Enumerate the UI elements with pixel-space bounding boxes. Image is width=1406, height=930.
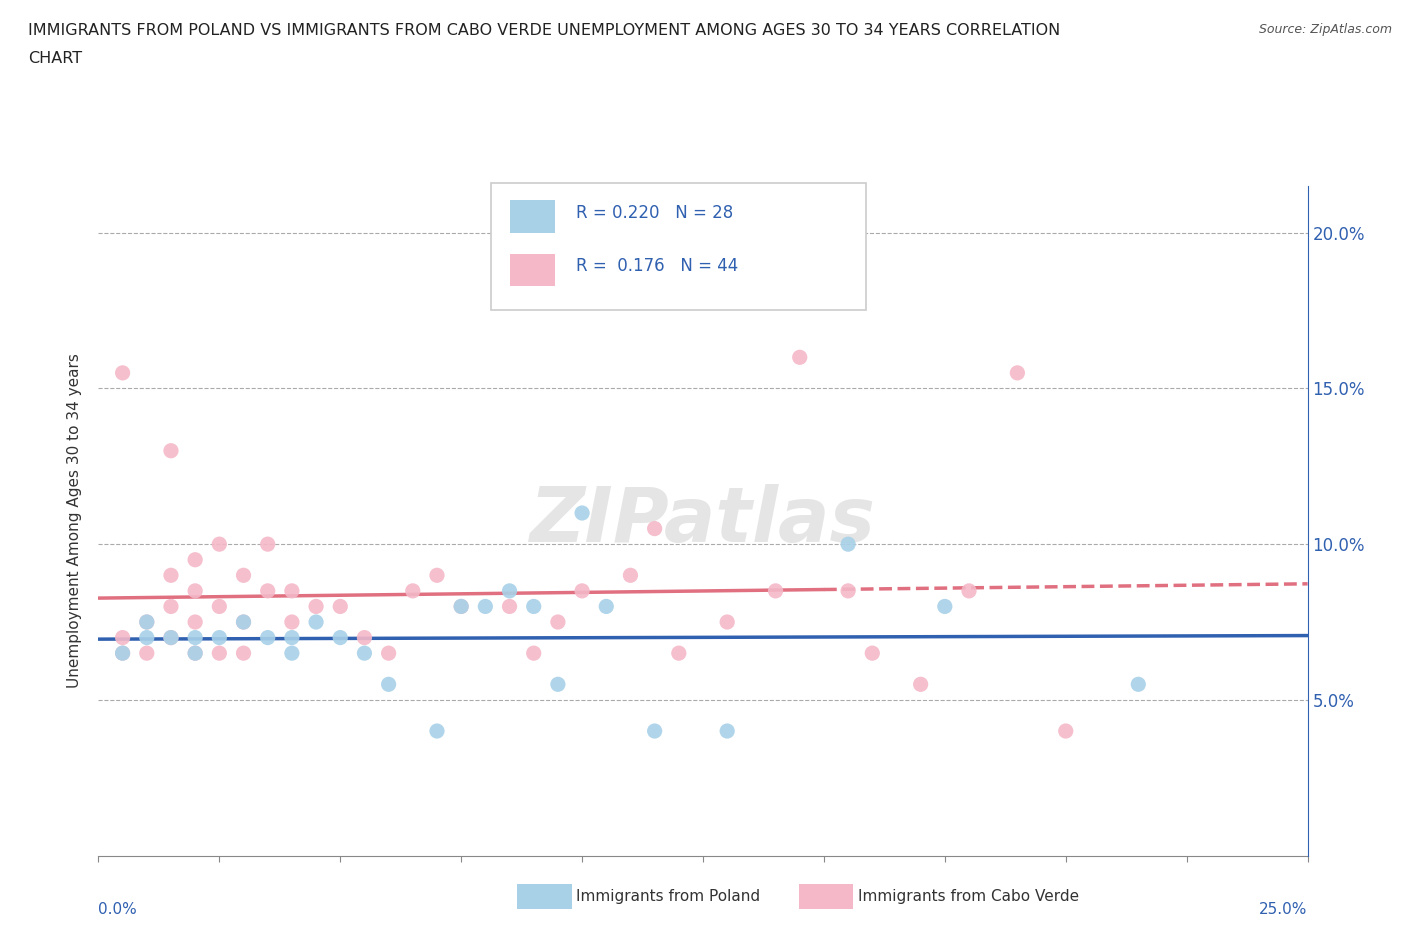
Point (450, 599, 472, 614)
Point (474, 599, 496, 614)
Point (208, 631, 231, 645)
Point (957, 583, 980, 598)
Point (1007, 365, 1029, 380)
Point (377, 645, 399, 660)
Point (256, 583, 278, 598)
Point (910, 677, 932, 692)
Point (208, 599, 231, 614)
Point (716, 615, 738, 630)
Point (426, 568, 449, 583)
Point (160, 599, 183, 614)
Point (716, 724, 738, 738)
Point (281, 615, 304, 630)
Point (668, 645, 690, 660)
Point (281, 645, 304, 660)
Point (281, 583, 304, 598)
Text: Immigrants from Cabo Verde: Immigrants from Cabo Verde (858, 889, 1078, 904)
Point (860, 645, 883, 660)
Text: Immigrants from Poland: Immigrants from Poland (576, 889, 761, 904)
Point (135, 645, 157, 660)
Point (232, 568, 254, 583)
Point (523, 645, 546, 660)
Point (644, 724, 666, 738)
Point (111, 645, 134, 660)
Point (837, 537, 859, 551)
Text: 0.0%: 0.0% (98, 902, 138, 918)
Point (160, 631, 183, 645)
FancyBboxPatch shape (509, 254, 555, 286)
Point (547, 615, 569, 630)
Y-axis label: Unemployment Among Ages 30 to 34 years: Unemployment Among Ages 30 to 34 years (67, 353, 83, 688)
FancyBboxPatch shape (492, 182, 866, 310)
Point (208, 537, 231, 551)
Text: IMMIGRANTS FROM POLAND VS IMMIGRANTS FROM CABO VERDE UNEMPLOYMENT AMONG AGES 30 : IMMIGRANTS FROM POLAND VS IMMIGRANTS FRO… (28, 23, 1060, 38)
Point (160, 631, 183, 645)
Text: R = 0.220   N = 28: R = 0.220 N = 28 (576, 204, 734, 221)
Point (160, 444, 183, 458)
Point (450, 599, 472, 614)
Point (377, 677, 399, 692)
Point (765, 583, 787, 598)
Point (353, 631, 375, 645)
Point (329, 631, 352, 645)
Point (256, 631, 278, 645)
Point (135, 631, 157, 645)
Point (595, 599, 617, 614)
Point (305, 615, 328, 630)
Point (498, 583, 520, 598)
Point (329, 599, 352, 614)
Point (111, 365, 134, 380)
Point (232, 615, 254, 630)
Point (498, 599, 520, 614)
Point (208, 645, 231, 660)
Point (135, 615, 157, 630)
Point (619, 568, 641, 583)
Point (547, 677, 569, 692)
Point (184, 615, 207, 630)
Point (571, 506, 593, 521)
Text: Source: ZipAtlas.com: Source: ZipAtlas.com (1258, 23, 1392, 36)
Point (571, 583, 593, 598)
Point (353, 645, 375, 660)
Point (1054, 724, 1077, 738)
Point (160, 568, 183, 583)
Point (934, 599, 956, 614)
Point (184, 631, 207, 645)
Point (402, 583, 425, 598)
Point (789, 350, 811, 365)
Point (111, 631, 134, 645)
Point (305, 599, 328, 614)
FancyBboxPatch shape (509, 200, 555, 232)
Point (135, 615, 157, 630)
Point (1128, 677, 1150, 692)
Point (523, 599, 546, 614)
Point (837, 583, 859, 598)
Text: ZIPatlas: ZIPatlas (530, 484, 876, 558)
Point (184, 552, 207, 567)
Text: CHART: CHART (28, 51, 82, 66)
Point (426, 724, 449, 738)
Point (644, 521, 666, 536)
Point (256, 537, 278, 551)
Text: R =  0.176   N = 44: R = 0.176 N = 44 (576, 258, 738, 275)
Point (184, 645, 207, 660)
Text: 25.0%: 25.0% (1260, 902, 1308, 918)
Point (232, 645, 254, 660)
Point (232, 615, 254, 630)
Point (184, 583, 207, 598)
Point (111, 645, 134, 660)
Point (184, 645, 207, 660)
Point (281, 631, 304, 645)
